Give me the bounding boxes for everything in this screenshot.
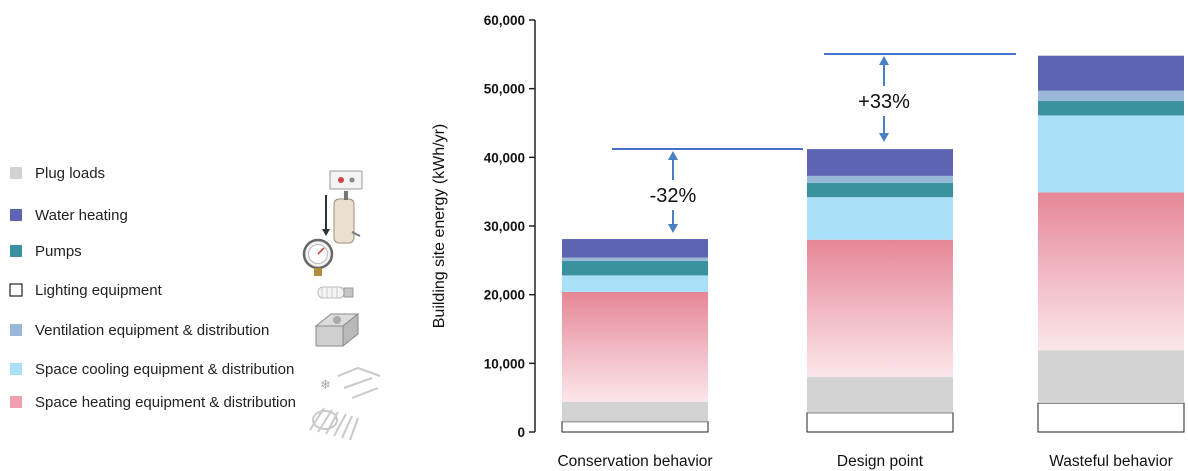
bar-segment (807, 149, 953, 176)
category-labels: Conservation behavior Design point Wastefu… (557, 453, 1172, 470)
legend-swatch (10, 245, 22, 257)
bar-segment (1038, 55, 1184, 91)
y-axis: 0 10,000 20,000 30,000 40,000 50,000 60,000 (484, 13, 536, 440)
pressure-gauge-icon (302, 238, 334, 276)
annotation-label: +33% (858, 91, 910, 113)
legend-swatch (9, 283, 23, 297)
y-tick-label: 10,000 (484, 356, 525, 371)
legend: Plug loads Water heating Pumps Lighting equ… (9, 165, 296, 411)
bars (561, 55, 1185, 433)
legend-label: Ventilation equipment & distribution (35, 322, 269, 339)
bar-segment (806, 412, 954, 433)
legend-label: Plug loads (35, 165, 105, 182)
category-label: Conservation behavior (557, 453, 712, 470)
svg-text:❄: ❄ (320, 378, 331, 393)
annotation-label: -32% (650, 185, 697, 207)
comparison-annotation-1: -32% (612, 148, 803, 233)
legend-swatch (10, 167, 22, 179)
ac-unit-icon (314, 312, 360, 348)
bar-segment (562, 261, 708, 276)
legend-swatch (10, 396, 22, 408)
bar-segment (1038, 90, 1184, 102)
legend-swatch (10, 209, 22, 221)
legend-label: Water heating (35, 207, 128, 224)
bar-segment (561, 421, 709, 433)
y-tick-label: 60,000 (484, 13, 525, 28)
legend-label: Space cooling equipment & distribution (35, 361, 294, 378)
legend-label: Lighting equipment (35, 282, 163, 299)
y-tick-label: 0 (517, 425, 525, 440)
bar-segment (1038, 350, 1184, 404)
cfl-bulb-icon (317, 286, 354, 299)
bar-segment (807, 197, 953, 240)
y-tick-label: 20,000 (484, 288, 525, 303)
legend-label: Space heating equipment & distribution (35, 394, 296, 411)
bar-segment (1038, 101, 1184, 116)
bar-segment (807, 175, 953, 183)
bar-segment (562, 257, 708, 262)
bar-segment (562, 291, 708, 402)
legend-swatch (10, 324, 22, 336)
bar-segment (1038, 192, 1184, 351)
y-tick-label: 30,000 (484, 219, 525, 234)
y-tick-label: 40,000 (484, 150, 525, 165)
bar-segment (807, 377, 953, 413)
y-ticks: 0 10,000 20,000 30,000 40,000 50,000 60,000 (484, 13, 535, 440)
legend-label: Pumps (35, 243, 82, 260)
bar-segment (807, 239, 953, 378)
y-tick-label: 50,000 (484, 82, 525, 97)
category-label: Wasteful behavior (1049, 453, 1173, 470)
y-axis-label: Building site energy (kWh/yr) (431, 124, 448, 329)
legend-swatch (10, 363, 22, 375)
bar-segment (1038, 115, 1184, 193)
bar-segment (562, 401, 708, 422)
bar-segment (807, 182, 953, 198)
category-label: Design point (837, 453, 924, 470)
bar-segment (562, 239, 708, 258)
duct-system-icon: ❄ (309, 366, 381, 441)
bar-segment (1037, 402, 1185, 433)
comparison-annotation-2: +33% (824, 53, 1016, 142)
bar-segment (562, 275, 708, 292)
water-heater-icon (322, 170, 363, 244)
